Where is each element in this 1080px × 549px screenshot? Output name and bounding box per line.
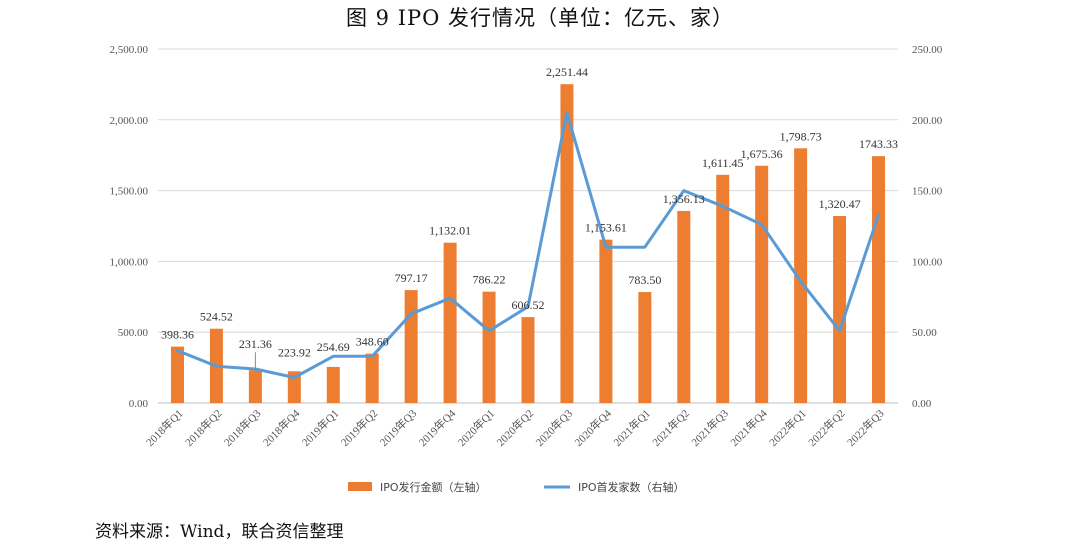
x-axis-label: 2021年Q1: [610, 406, 653, 449]
right-axis-tick-label: 50.00: [912, 327, 937, 339]
bar-data-label: 2,251.44: [546, 65, 588, 79]
left-axis-tick-label: 2,500.00: [110, 44, 149, 56]
x-axis-label: 2019年Q3: [377, 406, 420, 449]
bar-data-label: 606.52: [512, 298, 545, 312]
x-axis-label: 2020年Q3: [532, 406, 575, 449]
source-note: 资料来源：Wind，联合资信整理: [95, 522, 344, 542]
bar-data-labels: 398.36 524.52 231.36 223.92 254.69 348.60 797.…: [161, 65, 898, 371]
legend: IPO发行金额（左轴） IPO首发家数（右轴）: [348, 480, 685, 494]
bar: [677, 210, 691, 403]
x-axis-label: 2019年Q4: [415, 406, 458, 449]
line-series: [176, 111, 880, 379]
bar-data-label: 1,320.47: [819, 197, 861, 211]
bar: [638, 292, 652, 403]
bar: [716, 174, 730, 403]
chart-title: 图 9 IPO 发行情况（单位：亿元、家）: [345, 6, 735, 30]
bar: [599, 239, 613, 403]
bar-data-label: 1,675.36: [741, 147, 783, 161]
legend-bar-swatch: [348, 482, 372, 491]
bar-data-label: 1,153.61: [585, 221, 627, 235]
legend-line-label: IPO首发家数（右轴）: [578, 480, 685, 494]
bar: [833, 216, 847, 403]
x-axis-label: 2018年Q1: [143, 406, 186, 449]
x-axis-label: 2018年Q3: [221, 406, 264, 449]
bar-data-label: 398.36: [161, 328, 194, 342]
x-axis-label: 2021年Q3: [688, 406, 731, 449]
x-axis-label: 2020年Q4: [571, 406, 614, 449]
left-axis-tick-label: 0.00: [129, 398, 149, 410]
bar-data-label: 231.36: [239, 337, 272, 351]
left-axis-tick-label: 500.00: [118, 327, 149, 339]
right-axis-tick-label: 100.00: [912, 256, 943, 268]
x-axis-label: 2022年Q1: [766, 406, 809, 449]
bar: [521, 317, 535, 403]
right-axis-tick-label: 200.00: [912, 115, 943, 127]
right-axis-tick-label: 150.00: [912, 186, 943, 198]
bar-data-label: 348.60: [356, 335, 389, 349]
bar-data-label: 223.92: [278, 345, 311, 359]
right-axis-tick-label: 250.00: [912, 44, 943, 56]
x-axis-label: 2020年Q1: [454, 406, 497, 449]
bar: [287, 371, 301, 403]
bar: [794, 148, 808, 403]
x-axis-label: 2020年Q2: [493, 406, 536, 449]
left-axis-ticks: 0.00 500.00 1,000.00 1,500.00 2,000.00 2,500.…: [110, 44, 149, 410]
x-axis-label: 2018年Q4: [260, 406, 303, 449]
bar-data-label: 1743.33: [859, 137, 898, 151]
bar: [443, 242, 457, 403]
line-series-path: [176, 111, 880, 379]
left-axis-tick-label: 1,500.00: [110, 186, 149, 198]
bar: [365, 353, 379, 403]
x-axis-label: 2019年Q1: [299, 406, 342, 449]
bar: [404, 290, 418, 403]
x-axis-label: 2018年Q2: [182, 406, 225, 449]
legend-bar-label: IPO发行金额（左轴）: [380, 480, 487, 494]
x-axis-label: 2019年Q2: [338, 406, 381, 449]
bar-data-label: 1,356.13: [663, 192, 705, 206]
bar: [872, 156, 886, 403]
bar-data-label: 1,132.01: [429, 224, 471, 238]
bar-data-label: 797.17: [395, 271, 428, 285]
bar: [326, 366, 340, 403]
bar-data-label: 783.50: [628, 273, 661, 287]
bar-series: [170, 84, 886, 403]
bar: [170, 346, 184, 403]
bar: [755, 165, 769, 403]
x-axis-label: 2021年Q2: [649, 406, 692, 449]
bar-data-label: 786.22: [473, 273, 506, 287]
left-axis-tick-label: 2,000.00: [110, 115, 149, 127]
bar-data-label: 524.52: [200, 310, 233, 324]
bar: [248, 370, 262, 403]
x-axis-labels: 2018年Q12018年Q22018年Q32018年Q42019年Q12019年…: [143, 406, 887, 449]
left-axis-tick-label: 1,000.00: [110, 256, 149, 268]
bar-data-label: 1,611.45: [702, 156, 744, 170]
x-axis-label: 2021年Q4: [727, 406, 770, 449]
x-axis-label: 2022年Q3: [844, 406, 887, 449]
right-axis-tick-label: 0.00: [912, 398, 932, 410]
bar: [482, 291, 496, 403]
bar: [560, 84, 574, 403]
x-axis-label: 2022年Q2: [805, 406, 848, 449]
bar-data-label: 1,798.73: [780, 129, 822, 143]
right-axis-ticks: 0.00 50.00 100.00 150.00 200.00 250.00: [912, 44, 943, 410]
bar-data-label: 254.69: [317, 340, 350, 354]
